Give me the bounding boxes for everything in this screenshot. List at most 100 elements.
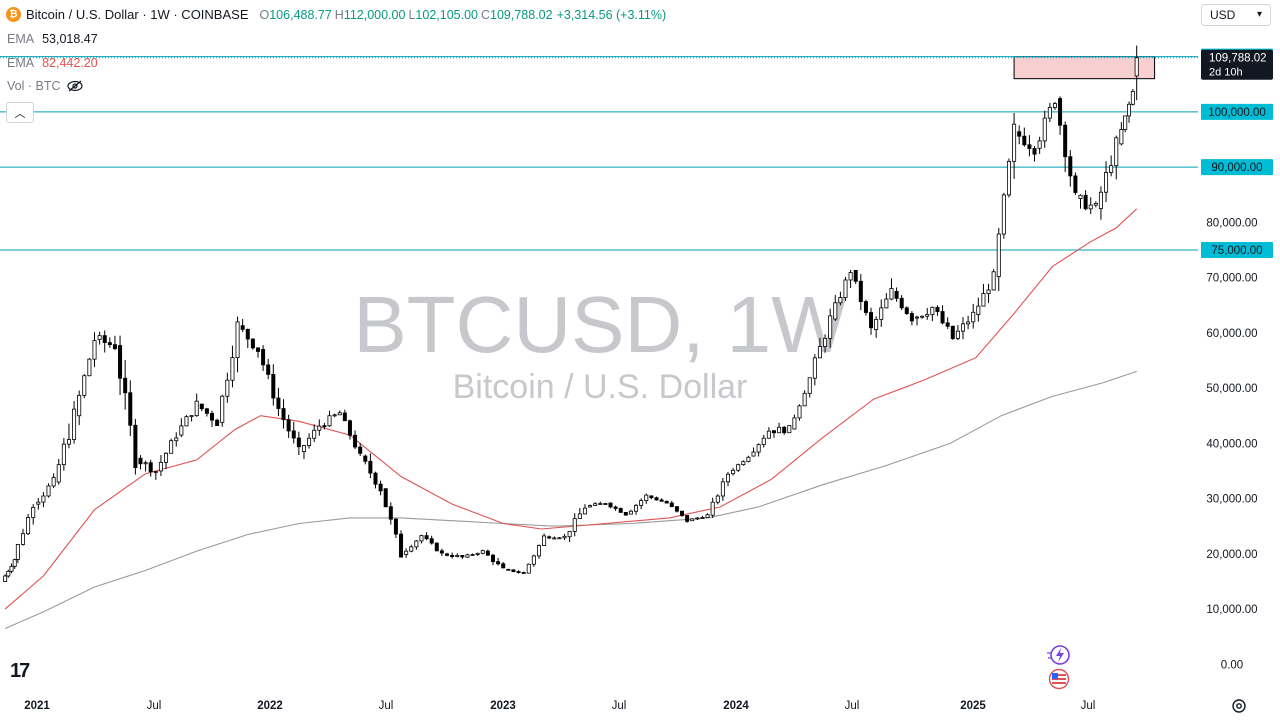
lightning-icon[interactable] [1045,644,1071,668]
candle-body [225,379,230,397]
candle-body [756,444,761,453]
candle-body [368,460,373,474]
last-price-tag [1201,49,1273,80]
candle-body [235,321,240,359]
candle-body [266,364,271,375]
time-axis[interactable]: 2021 Jul 2022 Jul 2023 Jul 2024 Jul 2025 Jul [24,700,1095,712]
candle-body [1068,156,1073,177]
candle-body [613,506,618,509]
bitcoin-icon: ₿ [6,7,21,22]
horizontal-levels[interactable] [0,56,1198,251]
tradingview-logo[interactable]: 17 [10,660,30,682]
symbol-title[interactable]: Bitcoin / U.S. Dollar · 1W · COINBASE [26,7,249,22]
x-tick-label: 2025 [960,700,986,712]
ema2-row[interactable]: EMA 82,442.20 [7,56,98,70]
candle-body [276,397,281,409]
candle-body [792,417,797,430]
candle-body [1063,124,1068,158]
ema1-label: EMA [7,32,35,46]
candle-body [1012,123,1017,162]
x-tick-label: Jul [612,700,627,712]
candle-body [363,455,368,462]
eye-off-icon[interactable] [66,80,83,92]
candle-body [725,473,730,483]
y-tick-label: 70,000.00 [1206,273,1257,285]
candle-body [879,307,884,320]
candle-body [1134,57,1139,77]
watermark-line1: BTCUSD, 1W [353,280,847,369]
candle-body [588,505,593,508]
candle-body [542,535,547,546]
candle-body [337,412,342,416]
candle-body [858,280,863,302]
candle-body [261,349,266,366]
y-tick-label: 20,000.00 [1206,549,1257,561]
candle-body [399,533,404,558]
ema-slow-path [4,370,1137,630]
ema-slow-line [4,370,1137,630]
candle-body [526,563,531,574]
x-tick-label: Jul [147,700,162,712]
candle-body [445,553,450,556]
candle-body [245,328,250,340]
us-flag-icon[interactable] [1046,668,1072,690]
candle-body [909,313,914,322]
candle-body [654,497,659,501]
candle-body [812,357,817,379]
legend-title-row: ₿ Bitcoin / U.S. Dollar · 1W · COINBASE … [6,7,666,22]
candle-body [915,316,920,319]
candle-body [1001,194,1006,235]
level-price-label: 100,000.00 [1208,107,1266,119]
volume-row[interactable]: Vol · BTC [7,79,83,93]
candle-body [1104,172,1109,193]
candle-body [557,537,562,540]
price-axis[interactable]: 0.00 10,000.00 20,000.00 30,000.00 40,000.00… [1201,48,1273,672]
ema1-row[interactable]: EMA 53,018.47 [7,32,98,46]
candle-body [874,318,879,330]
candle-body [562,535,567,539]
candle-body [56,464,61,483]
candle-body [685,515,690,522]
candle-body [1042,117,1047,142]
candle-body [240,325,245,330]
high-label: H [334,7,344,22]
resistance-zone-rect[interactable] [1013,56,1156,80]
chevron-down-icon: ▾ [1256,9,1262,20]
candle-body [184,416,189,427]
candle-body [1127,103,1132,117]
candle-body [1022,135,1027,146]
candle-body [455,555,460,557]
candle-body [531,555,536,565]
candle-body [66,439,71,445]
candle-body [158,461,163,472]
level-price-tag[interactable] [1201,241,1273,258]
candle-body [639,500,644,506]
currency-select[interactable]: USD ▾ [1201,4,1271,26]
candle-body [255,347,260,352]
candle-body [26,517,31,535]
candle-body [777,426,782,434]
candle-body [424,535,429,540]
candle-body [572,518,577,532]
y-tick-label: 80,000.00 [1206,217,1257,229]
level-price-tag[interactable] [1201,103,1273,120]
candle-body [1123,115,1128,130]
candle-body [782,426,787,434]
level-price-tag[interactable] [1201,159,1273,176]
candle-body [715,495,720,503]
collapse-legend-button[interactable]: ︿ [6,102,34,123]
candle-body [1078,194,1083,199]
candle-body [485,550,490,556]
candle-body [1006,160,1011,196]
last-price-value: 109,788.02 [1209,53,1267,65]
x-tick-label: 2022 [257,700,283,712]
candle-body [41,495,46,503]
candle-body [940,311,945,324]
candle-body [301,445,306,453]
resistance-zone[interactable] [1013,56,1156,80]
gear-icon[interactable] [1230,697,1248,715]
x-tick-label: Jul [845,700,860,712]
candle-body [1052,103,1057,108]
low-label: L [408,7,416,22]
